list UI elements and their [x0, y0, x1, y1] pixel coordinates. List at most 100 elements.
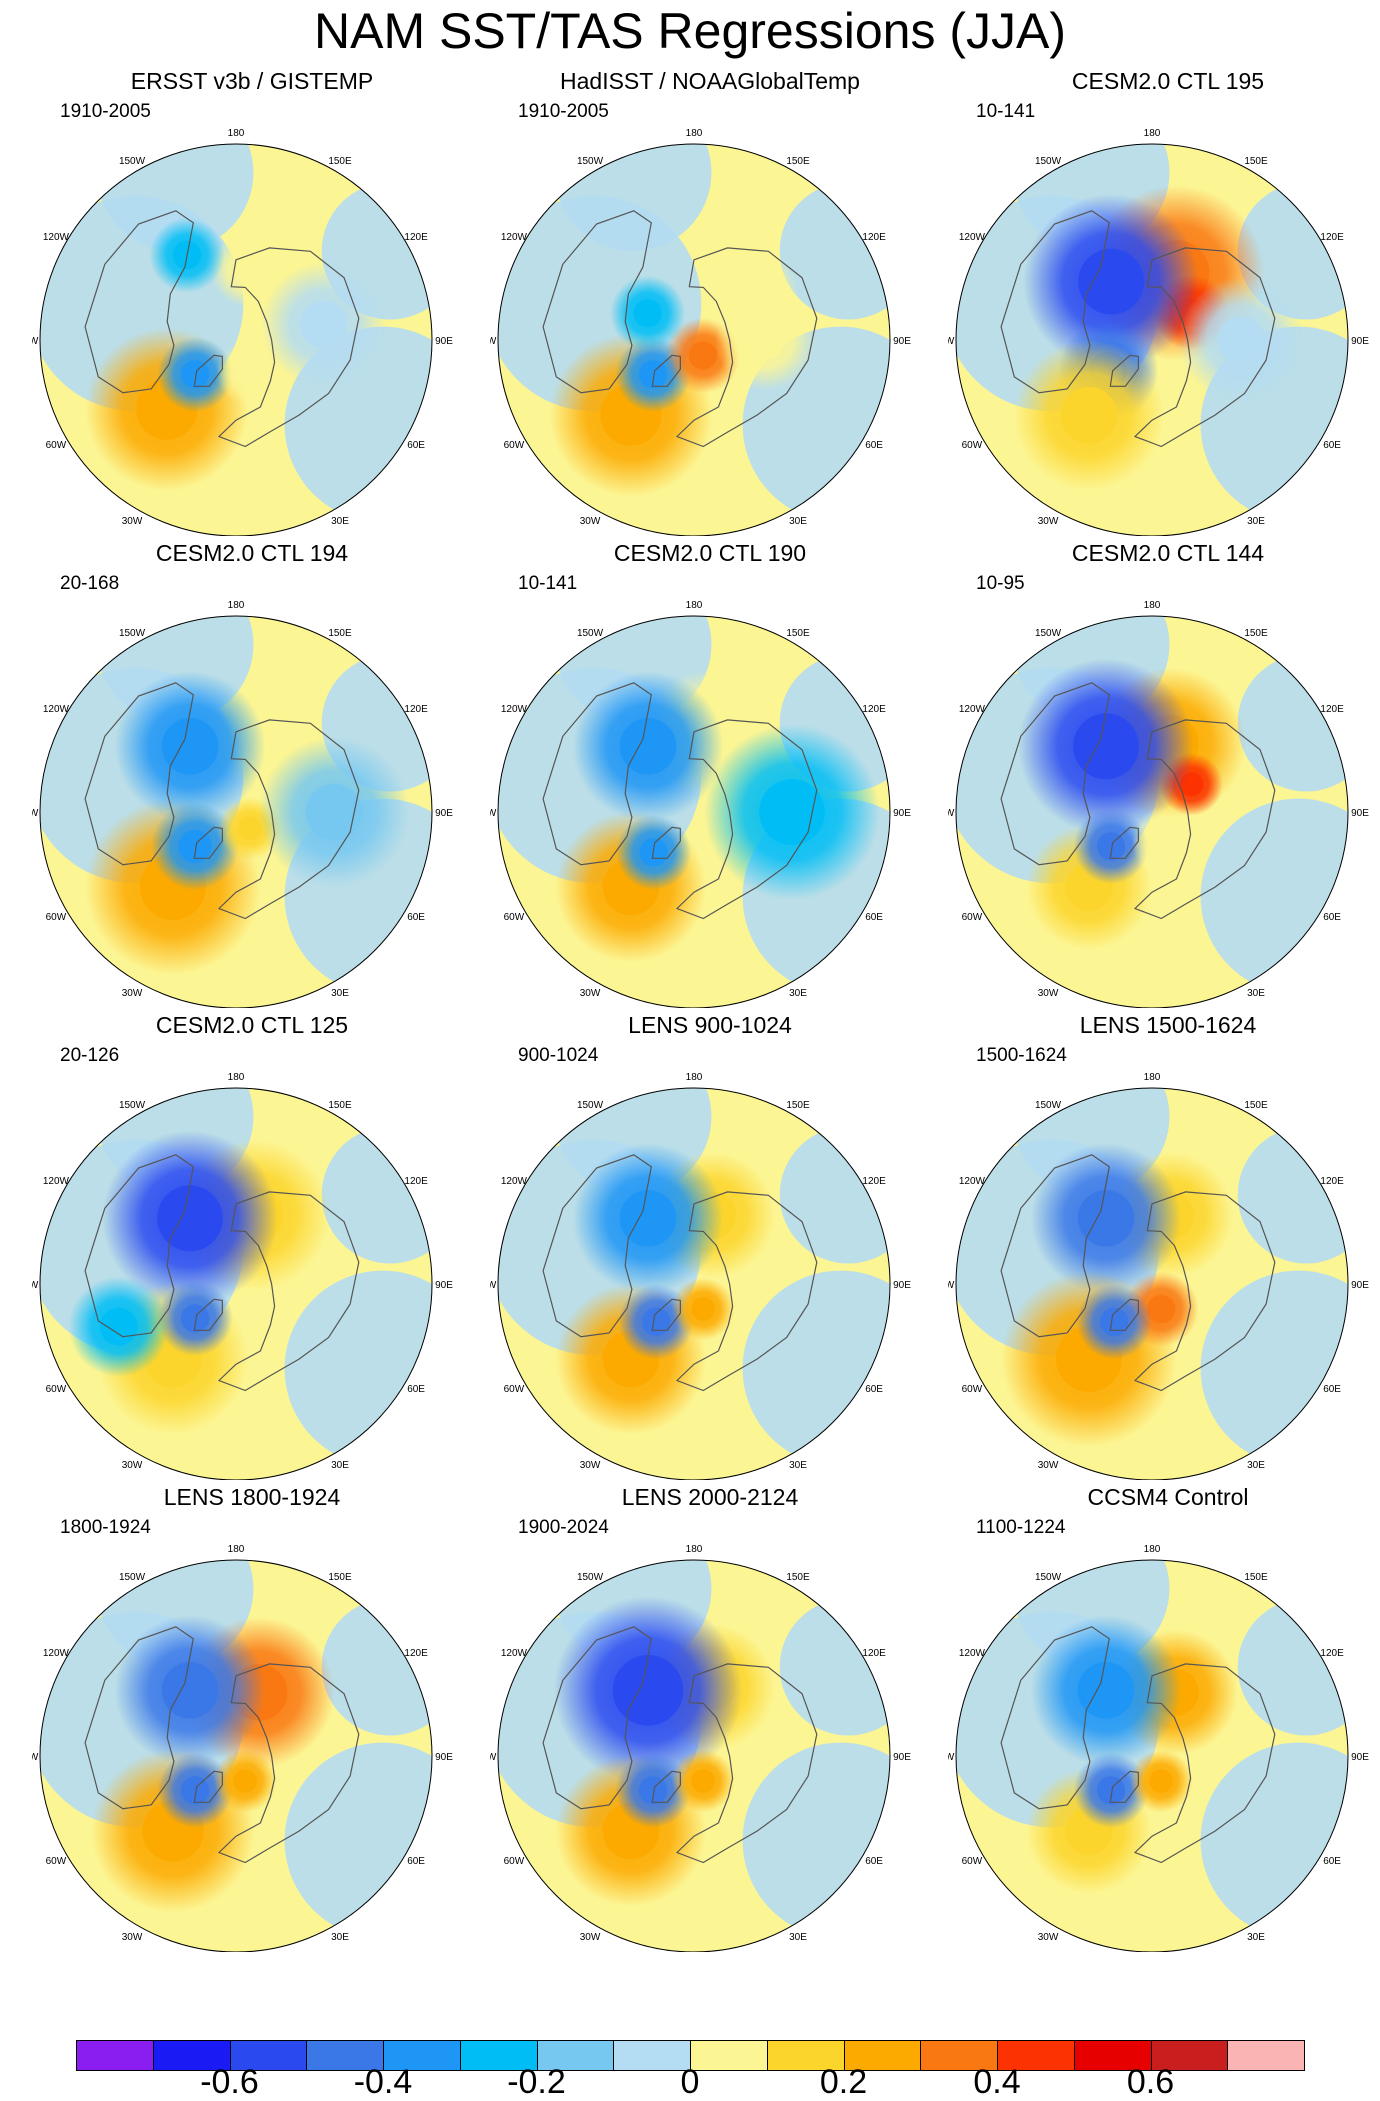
lon-label: 60E: [407, 1856, 425, 1867]
lon-label: 30W: [1038, 988, 1059, 999]
anomaly-core: [633, 299, 662, 328]
coastline: [1000, 210, 1110, 394]
lon-label: 180: [228, 1072, 245, 1083]
coastline: [1133, 719, 1276, 920]
lon-label: 120E: [1320, 1648, 1344, 1659]
coastline: [675, 719, 818, 920]
polar-map: 180150E120E90E60E30E030W60W90W120W150W: [490, 600, 911, 1008]
lon-label: 30E: [331, 988, 349, 999]
coastline: [193, 1298, 224, 1331]
lon-label: 90E: [893, 1752, 911, 1763]
map-boundary: [497, 1559, 891, 1952]
anomaly-core: [1073, 713, 1139, 780]
lon-label: 180: [1144, 1072, 1161, 1083]
anomaly-region: [284, 1270, 432, 1467]
anomaly-region: [779, 182, 890, 320]
lon-label: 120E: [404, 1176, 428, 1187]
coastline: [1133, 1663, 1276, 1864]
lon-label: 120E: [1320, 1176, 1344, 1187]
period-label: 10-141: [518, 573, 578, 594]
lon-label: 60W: [962, 1856, 983, 1867]
lon-label: 150E: [786, 628, 810, 639]
lon-label: 30W: [1038, 516, 1059, 527]
lon-label: 30E: [789, 1460, 807, 1471]
panel-title: LENS 2000-2124: [621, 1484, 799, 1510]
colorbar-swatch: [459, 2040, 538, 2071]
anomaly-core: [691, 1769, 715, 1793]
lon-label: 150E: [328, 1100, 352, 1111]
colorbar-swatch: [229, 2040, 308, 2071]
polar-map: 180150E120E90E60E30E030W60W90W120W150W: [32, 1072, 453, 1480]
anomaly-core: [612, 1655, 684, 1726]
lon-label: 150W: [577, 628, 604, 639]
lon-label: 60W: [46, 912, 67, 923]
anomaly-core: [1060, 386, 1118, 444]
anomaly-region: [779, 1126, 890, 1264]
coastline: [651, 1770, 682, 1803]
lon-label: 60E: [865, 912, 883, 923]
lon-label: 30E: [1247, 1932, 1265, 1943]
anomaly-region: [779, 1598, 890, 1736]
lon-label: 90E: [435, 336, 453, 347]
colorbar-tick-label: 0.6: [1126, 2063, 1175, 2101]
lon-label: 90E: [1351, 1752, 1369, 1763]
lon-label: 120E: [862, 232, 886, 243]
lon-label: 180: [1144, 600, 1161, 611]
anomaly-core: [619, 718, 677, 775]
lon-label: 90W: [948, 336, 955, 347]
map-panel: LENS 900-1024180150E120E90E60E30E030W60W…: [490, 1010, 930, 1480]
anomaly-region: [742, 1270, 890, 1467]
lon-label: 30W: [580, 1460, 601, 1471]
lon-label: 180: [686, 1072, 703, 1083]
lon-label: 180: [228, 128, 245, 139]
map-panel: CESM2.0 CTL 194180150E120E90E60E30E030W6…: [32, 538, 472, 1008]
colorbar-swatch: [766, 2040, 845, 2071]
map-boundary: [39, 1559, 433, 1952]
coastline: [1000, 682, 1110, 866]
panel-title: CESM2.0 CTL 190: [613, 540, 807, 566]
lon-label: 90E: [893, 336, 911, 347]
map-boundary: [497, 143, 891, 536]
map-boundary: [497, 615, 891, 1008]
lon-label: 180: [228, 1544, 245, 1555]
colorbar-tick-label: -0.4: [353, 2063, 413, 2101]
lon-label: 90E: [435, 808, 453, 819]
colorbar-tick-label: 0.2: [819, 2063, 868, 2101]
lon-label: 60E: [1323, 440, 1341, 451]
lon-label: 30W: [580, 516, 601, 527]
anomaly-region: [1237, 654, 1348, 792]
anomaly-core: [237, 816, 262, 841]
coastline: [1109, 354, 1140, 387]
lon-label: 90W: [32, 336, 39, 347]
polar-map: 180150E120E90E60E30E030W60W90W120W150W: [948, 1072, 1369, 1480]
coastline: [1000, 1154, 1110, 1338]
anomaly-core: [1147, 1295, 1176, 1324]
coastline: [217, 1191, 360, 1392]
lon-label: 120E: [404, 704, 428, 715]
colorbar-swatch: [843, 2040, 922, 2071]
lon-label: 90E: [1351, 336, 1369, 347]
lon-label: 120E: [404, 1648, 428, 1659]
lon-label: 150E: [328, 628, 352, 639]
anomaly-core: [300, 301, 348, 349]
colorbar-swatch: [1073, 2040, 1152, 2071]
lon-label: 30W: [122, 988, 143, 999]
lon-label: 180: [1144, 1544, 1161, 1555]
lon-label: 60E: [407, 912, 425, 923]
coastline: [675, 1663, 818, 1864]
lon-label: 60W: [46, 440, 67, 451]
lon-label: 90W: [948, 1752, 955, 1763]
map-panel: LENS 1500-1624180150E120E90E60E30E030W60…: [948, 1010, 1380, 1480]
coastline: [84, 682, 194, 866]
map-panel: ERSST v3b / GISTEMP180150E120E90E60E30E0…: [32, 66, 472, 536]
lon-label: 30W: [1038, 1932, 1059, 1943]
lon-label: 180: [686, 128, 703, 139]
coastline: [1109, 826, 1140, 859]
anomaly-core: [1077, 1662, 1135, 1719]
panel-title: CESM2.0 CTL 195: [1071, 68, 1265, 94]
colorbar-swatch: [690, 2040, 768, 2071]
polar-map: 180150E120E90E60E30E030W60W90W120W150W: [948, 600, 1369, 1008]
anomaly-core: [180, 1304, 210, 1333]
period-label: 20-168: [60, 573, 120, 594]
lon-label: 90W: [490, 336, 497, 347]
